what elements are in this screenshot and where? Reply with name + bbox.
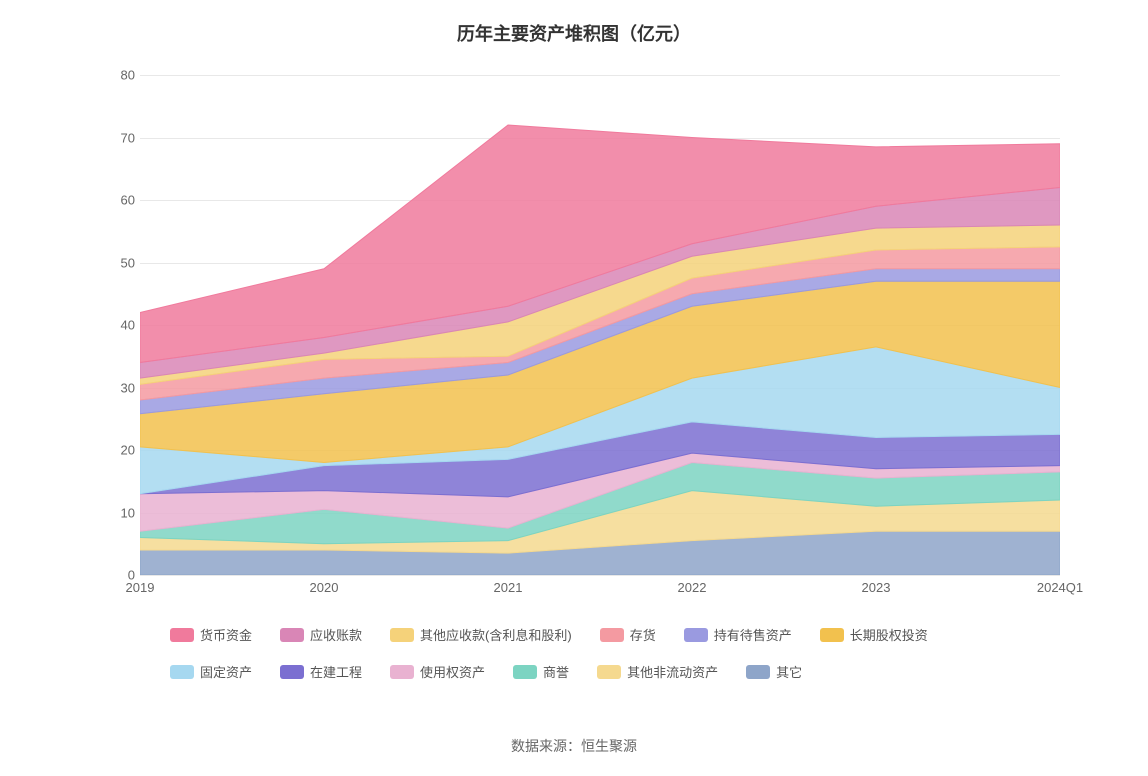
y-tick-label: 10 [121,505,135,520]
data-source: 数据来源：恒生聚源 [0,736,1148,756]
legend-label: 其他非流动资产 [627,662,718,681]
legend-label: 存货 [630,625,656,644]
legend-label: 长期股权投资 [850,625,928,644]
legend-label: 商誉 [543,662,569,681]
plot-area [140,75,1060,575]
y-tick-label: 60 [121,193,135,208]
legend-label: 持有待售资产 [714,625,792,644]
legend-item[interactable]: 应收账款 [280,625,362,644]
legend-swatch [820,628,844,642]
legend-swatch [280,665,304,679]
x-tick-label: 2019 [126,580,155,595]
x-tick-label: 2021 [494,580,523,595]
x-tick-label: 2022 [678,580,707,595]
x-tick-label: 2020 [310,580,339,595]
x-tick-label: 2024Q1 [1037,580,1083,595]
chart-title: 历年主要资产堆积图（亿元） [0,0,1148,46]
y-tick-label: 70 [121,130,135,145]
y-tick-label: 50 [121,255,135,270]
chart-container: 历年主要资产堆积图（亿元） 01020304050607080 20192020… [0,0,1148,776]
x-tick-label: 2023 [862,580,891,595]
y-tick-label: 40 [121,318,135,333]
legend-swatch [597,665,621,679]
legend-label: 固定资产 [200,662,252,681]
legend-item[interactable]: 持有待售资产 [684,625,792,644]
y-axis-labels: 01020304050607080 [100,75,135,575]
legend-item[interactable]: 其他非流动资产 [597,662,718,681]
legend-item[interactable]: 在建工程 [280,662,362,681]
legend-item[interactable]: 货币资金 [170,625,252,644]
legend-swatch [684,628,708,642]
stacked-area-svg [140,75,1060,575]
legend-label: 在建工程 [310,662,362,681]
legend-label: 货币资金 [200,625,252,644]
legend-label: 使用权资产 [420,662,485,681]
legend-label: 其他应收款(含利息和股利) [420,625,572,644]
legend-swatch [390,628,414,642]
y-tick-label: 20 [121,443,135,458]
legend-item[interactable]: 商誉 [513,662,569,681]
legend-item[interactable]: 使用权资产 [390,662,485,681]
legend-swatch [600,628,624,642]
gridline [140,575,1060,576]
legend-item[interactable]: 存货 [600,625,656,644]
legend-item[interactable]: 其它 [746,662,802,681]
legend-swatch [513,665,537,679]
legend-swatch [280,628,304,642]
legend-swatch [170,628,194,642]
y-tick-label: 30 [121,380,135,395]
legend-item[interactable]: 其他应收款(含利息和股利) [390,625,572,644]
legend-swatch [170,665,194,679]
legend: 货币资金 应收账款 其他应收款(含利息和股利) 存货 持有待售资产 长期股权投资固定资产 在… [170,625,990,681]
legend-item[interactable]: 长期股权投资 [820,625,928,644]
legend-item[interactable]: 固定资产 [170,662,252,681]
legend-label: 应收账款 [310,625,362,644]
legend-swatch [390,665,414,679]
legend-swatch [746,665,770,679]
y-tick-label: 80 [121,68,135,83]
legend-label: 其它 [776,662,802,681]
x-axis-labels: 201920202021202220232024Q1 [140,580,1060,600]
